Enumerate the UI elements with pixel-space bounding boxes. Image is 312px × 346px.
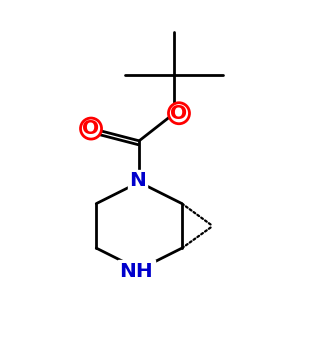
Text: NH: NH	[119, 262, 153, 281]
Text: O: O	[82, 119, 100, 138]
Text: N: N	[129, 171, 146, 190]
Text: O: O	[170, 104, 188, 123]
